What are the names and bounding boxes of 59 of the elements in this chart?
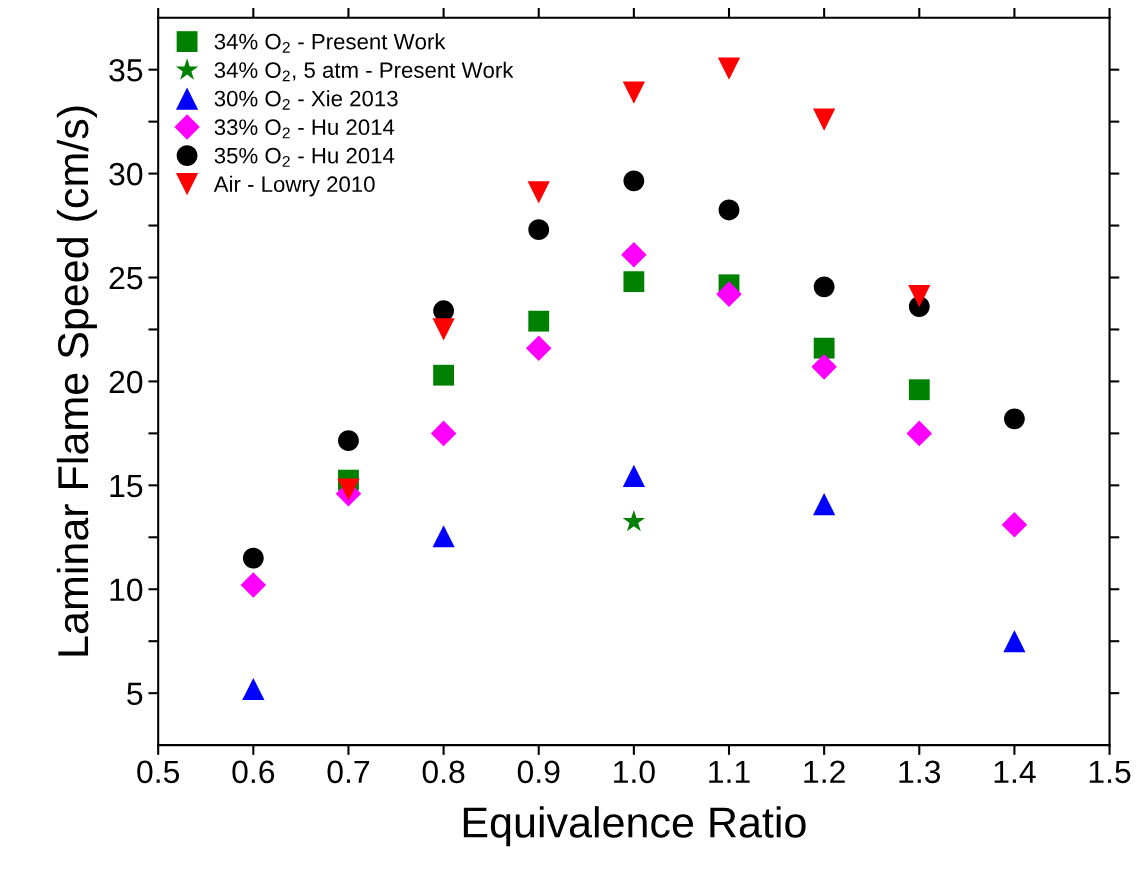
point [1004,408,1025,430]
point [337,478,360,501]
point [623,170,645,192]
x-tick-label: 1.0 [614,760,655,784]
point [622,464,645,488]
point [528,219,550,241]
legend-label: 30% O$_{2}$ - Xie 2013 [214,90,398,110]
x-tick-label: 1.5 [1089,760,1131,784]
y-tick-label: 30 [109,162,143,186]
point [813,108,836,131]
point [908,379,930,401]
point [813,337,835,359]
x-tick-label: 0.8 [422,760,465,784]
y-tick-label: 15 [110,474,143,498]
point [621,241,647,268]
point [433,364,455,386]
point [1003,630,1026,653]
x-tick-label: 0.7 [327,760,370,784]
legend-label: Air - Lowry 2010 [213,175,375,197]
x-tick-label: 0.5 [137,760,180,784]
y-axis-title: Laminar Flame Speed (cm/s) [56,106,97,656]
legend-label: 33% O$_{2}$ - Hu 2014 [214,119,395,139]
point [813,276,835,298]
x-tick-label: 1.3 [899,760,941,784]
y-tick-label: 20 [109,370,143,394]
x-axis-title: Equivalence Ratio [463,806,806,847]
y-tick-label: 25 [109,266,143,290]
y-tick-label: 5 [127,682,143,706]
x-tick-label: 1.1 [709,760,750,783]
x-tick-label: 0.6 [232,760,275,784]
point [527,181,550,204]
point [242,547,264,569]
point [242,677,265,701]
point [622,81,645,104]
point [717,57,741,80]
x-tick-label: 0.9 [517,760,560,784]
point [623,271,645,293]
point [813,492,836,516]
point [1001,512,1028,538]
point [432,525,455,548]
point [240,572,267,598]
legend-label: 34% O$_{2}$, 5 atm - Present Work [214,61,514,82]
point [811,354,837,380]
legend-label: 34% O$_{2}$ - Present Work [214,33,446,53]
y-tick-label: 35 [109,58,143,82]
x-tick-label: 1.4 [994,760,1036,783]
point [528,310,550,332]
point [716,281,742,307]
point [718,199,740,221]
point [906,420,933,447]
legend-label: 35% O$_{2}$ - Hu 2014 [214,147,395,167]
point [525,335,552,361]
y-tick-label: 10 [110,578,143,602]
point [430,420,457,447]
point [622,509,646,532]
point [338,430,359,452]
x-tick-label: 1.2 [804,760,845,783]
point [432,318,455,341]
point [908,285,931,308]
